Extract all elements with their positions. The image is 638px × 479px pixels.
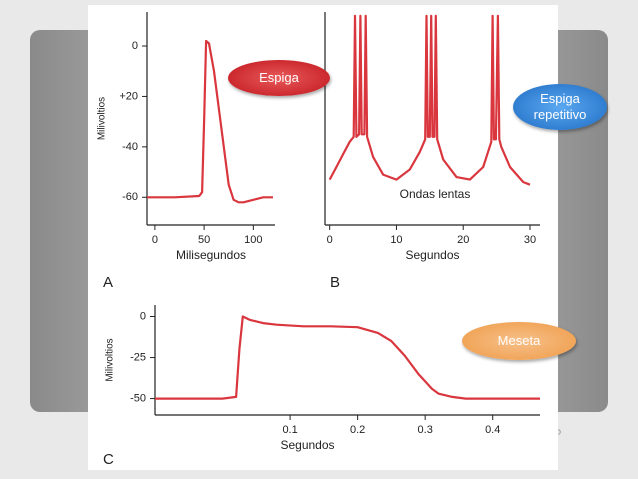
y-tick-label: -50 — [130, 392, 146, 404]
x-axis-label: Milisegundos — [176, 248, 246, 262]
x-tick-label: 0.2 — [350, 424, 365, 436]
x-tick-label: 0 — [327, 234, 333, 246]
x-tick-label: 50 — [198, 234, 210, 246]
panel-label: B — [330, 274, 340, 291]
callout: Espiga repetitivo — [513, 84, 607, 130]
y-tick-label: -40 — [122, 141, 138, 153]
x-tick-label: 0.4 — [485, 424, 500, 436]
panel-label: C — [103, 451, 114, 468]
x-tick-label: 30 — [524, 234, 536, 246]
callout: Meseta — [462, 322, 576, 360]
x-axis-label: Segundos — [280, 438, 334, 452]
annotation: Ondas lentas — [400, 187, 471, 201]
x-tick-label: 0 — [152, 234, 158, 246]
y-tick-label: -25 — [130, 351, 146, 363]
y-axis-label: Milivoltios — [97, 97, 108, 140]
x-tick-label: 0.1 — [282, 424, 297, 436]
y-tick-label: 0 — [140, 310, 146, 322]
x-tick-label: 10 — [390, 234, 402, 246]
x-tick-label: 100 — [244, 234, 262, 246]
line — [147, 39, 273, 204]
callout: Espiga — [228, 60, 330, 96]
y-tick-label: +20 — [119, 90, 138, 102]
line — [155, 315, 540, 400]
y-axis-label: Milivoltios — [105, 338, 116, 381]
y-tick-label: -60 — [122, 191, 138, 203]
y-tick-label: 0 — [132, 40, 138, 52]
x-tick-label: 20 — [457, 234, 469, 246]
panel-label: A — [103, 274, 113, 291]
line — [328, 14, 531, 186]
x-axis-label: Segundos — [405, 248, 459, 262]
x-tick-label: 0.3 — [418, 424, 433, 436]
